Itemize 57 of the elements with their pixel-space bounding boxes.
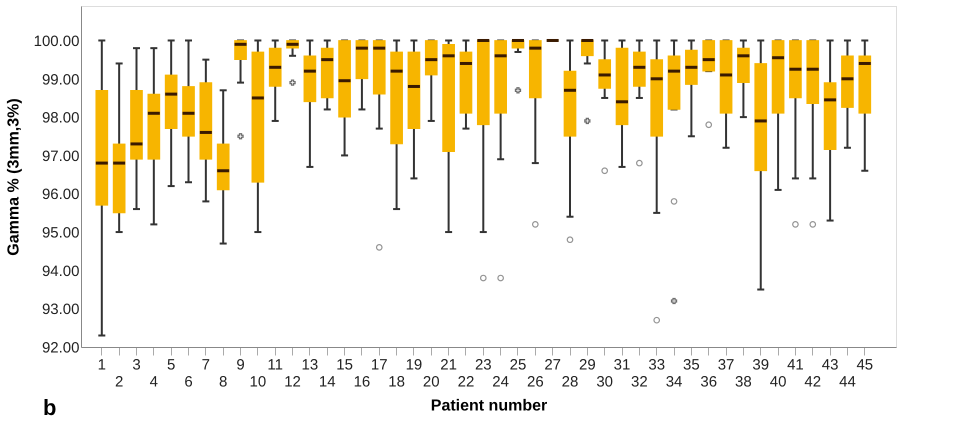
x-tick-label: 16 [354, 374, 370, 390]
y-axis-title: Gamma % (3mm,3%) [6, 98, 23, 256]
x-tick-label: 38 [735, 374, 752, 390]
x-tick-label: 7 [202, 356, 210, 374]
x-tick-label: 8 [219, 374, 228, 390]
x-tick-label: 41 [787, 356, 804, 374]
x-tick-label: 24 [492, 374, 509, 390]
x-tick-label: 6 [184, 374, 193, 390]
x-tick-label: 13 [302, 356, 318, 374]
x-tick-label: 12 [284, 374, 301, 390]
x-tick-label: 15 [336, 356, 353, 374]
x-tick-label: 31 [614, 356, 630, 374]
x-tick-label: 9 [236, 356, 245, 374]
x-tick-label: 25 [510, 356, 526, 374]
x-tick-label: 17 [370, 356, 388, 374]
x-tick-label: 3 [132, 356, 141, 374]
x-tick-label: 19 [406, 356, 422, 374]
x-tick-label: 32 [631, 374, 648, 390]
x-tick-label: 28 [562, 374, 578, 390]
x-tick-label: 18 [388, 374, 405, 390]
y-tick-label: 97.00 [42, 148, 80, 165]
x-tick-label: 4 [150, 374, 158, 390]
x-tick-label: 20 [422, 374, 440, 390]
x-tick-label: 43 [822, 356, 838, 374]
y-tick-label: 93.00 [42, 301, 80, 318]
x-tick-label: 11 [267, 356, 283, 374]
x-tick-label: 40 [770, 374, 786, 390]
y-tick-label: 100.00 [34, 32, 80, 50]
x-tick-label: 34 [666, 374, 682, 390]
x-tick-label: 30 [596, 374, 614, 390]
y-tick-label: 96.00 [42, 186, 80, 204]
y-tick-label: 99.00 [42, 71, 80, 88]
x-tick-label: 23 [474, 356, 492, 374]
x-tick-label: 29 [578, 356, 596, 374]
x-tick-label: 26 [526, 374, 544, 390]
x-tick-label: 21 [440, 356, 457, 374]
x-tick-label: 5 [167, 356, 176, 374]
x-tick-label: 22 [458, 374, 474, 390]
x-tick-label: 33 [648, 356, 666, 374]
x-tick-label: 42 [804, 374, 822, 390]
x-tick-label: 14 [318, 374, 336, 390]
y-tick-label: 95.00 [42, 224, 80, 242]
x-tick-label: 44 [839, 374, 856, 390]
x-tick-label: 2 [114, 374, 124, 390]
x-tick-label: 10 [250, 374, 266, 390]
x-tick-label: 36 [700, 374, 718, 390]
x-tick-label: 39 [752, 356, 770, 374]
x-axis-title: Patient number [430, 398, 548, 414]
y-tick-label: 92.00 [42, 340, 80, 356]
x-tick-label: 1 [98, 356, 106, 374]
x-tick-label: 37 [718, 356, 734, 374]
y-tick-label: 98.00 [42, 110, 80, 127]
x-tick-label: 35 [683, 356, 700, 374]
x-tick-label: 27 [544, 356, 562, 374]
text: b [43, 395, 56, 420]
y-tick-label: 94.00 [42, 262, 80, 280]
x-tick-label: 45 [856, 356, 874, 374]
